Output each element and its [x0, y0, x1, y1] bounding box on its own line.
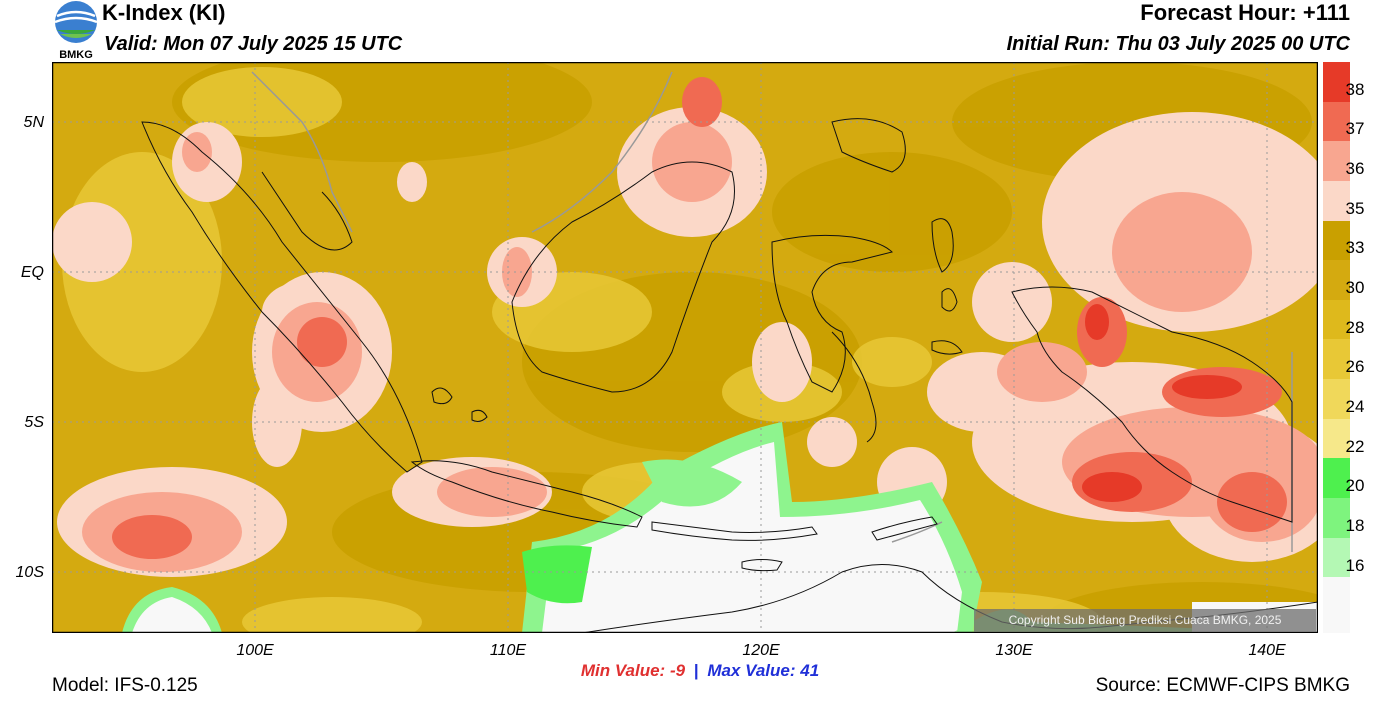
colorbar-label: 33 [1345, 238, 1365, 258]
colorbar-label: 16 [1345, 555, 1365, 575]
coastlines [141, 118, 1318, 633]
min-value: -9 [669, 661, 686, 680]
colorbar-swatch [1323, 141, 1350, 181]
map-title: K-Index (KI) [102, 0, 226, 25]
forecast-hour: Forecast Hour: +111 [1140, 0, 1350, 25]
lon-label: 140E [1248, 642, 1286, 659]
colorbar-swatch [1323, 299, 1350, 340]
svg-text:BMKG: BMKG [59, 49, 93, 60]
colorbar-label: 38 [1345, 79, 1365, 99]
lon-label: 130E [995, 642, 1033, 659]
copyright-notice: Copyright Sub Bidang Prediksi Cuaca BMKG… [974, 609, 1316, 632]
colorbar-swatch [1323, 62, 1350, 102]
max-value: 41 [800, 661, 820, 680]
colorbar-swatch [1323, 339, 1350, 380]
colorbar [1323, 62, 1350, 633]
colorbar-label: 28 [1345, 317, 1365, 337]
colorbar-label: 20 [1345, 476, 1365, 496]
max-label: Max Value: [707, 661, 796, 680]
bmkg-logo: BMKG [52, 0, 100, 61]
colorbar-swatch [1323, 101, 1350, 142]
colorbar-swatch [1323, 498, 1350, 538]
field-deepred [1082, 304, 1242, 502]
min-max-values: Min Value: -9 | Max Value: 41 [0, 661, 1400, 681]
colorbar-swatch [1323, 180, 1350, 221]
colorbar-label: 36 [1345, 159, 1365, 179]
colorbar-label: 35 [1345, 198, 1365, 218]
lat-label: 10S [15, 564, 44, 581]
lon-label: 120E [742, 642, 780, 659]
colorbar-label: 37 [1345, 119, 1365, 139]
lat-label: EQ [20, 264, 44, 281]
colorbar-swatch [1323, 458, 1350, 499]
min-label: Min Value: [580, 661, 666, 680]
colorbar-swatch [1323, 537, 1350, 578]
valid-time: Valid: Mon 07 July 2025 15 UTC [104, 33, 403, 55]
colorbar-label: 30 [1345, 278, 1365, 298]
k-index-map [52, 62, 1318, 633]
colorbar-label: 24 [1345, 397, 1365, 417]
colorbar-swatch [1323, 418, 1350, 459]
model-name: Model: IFS-0.125 [52, 675, 198, 696]
separator: | [693, 661, 699, 680]
colorbar-label: 18 [1345, 516, 1365, 536]
lat-label: 5N [23, 114, 44, 131]
graticule [52, 62, 1318, 633]
colorbar-swatch [1323, 260, 1350, 300]
colorbar-label: 22 [1345, 436, 1365, 456]
colorbar-swatch [1323, 379, 1350, 419]
colorbar-label: 26 [1345, 357, 1365, 377]
lat-label: 5S [24, 414, 44, 431]
lon-label: 100E [236, 642, 274, 659]
colorbar-swatch [1323, 577, 1350, 633]
lon-label: 110E [489, 642, 527, 659]
colorbar-swatch [1323, 220, 1350, 261]
data-source: Source: ECMWF-CIPS BMKG [1095, 675, 1350, 696]
initial-run: Initial Run: Thu 03 July 2025 00 UTC [1006, 33, 1350, 55]
